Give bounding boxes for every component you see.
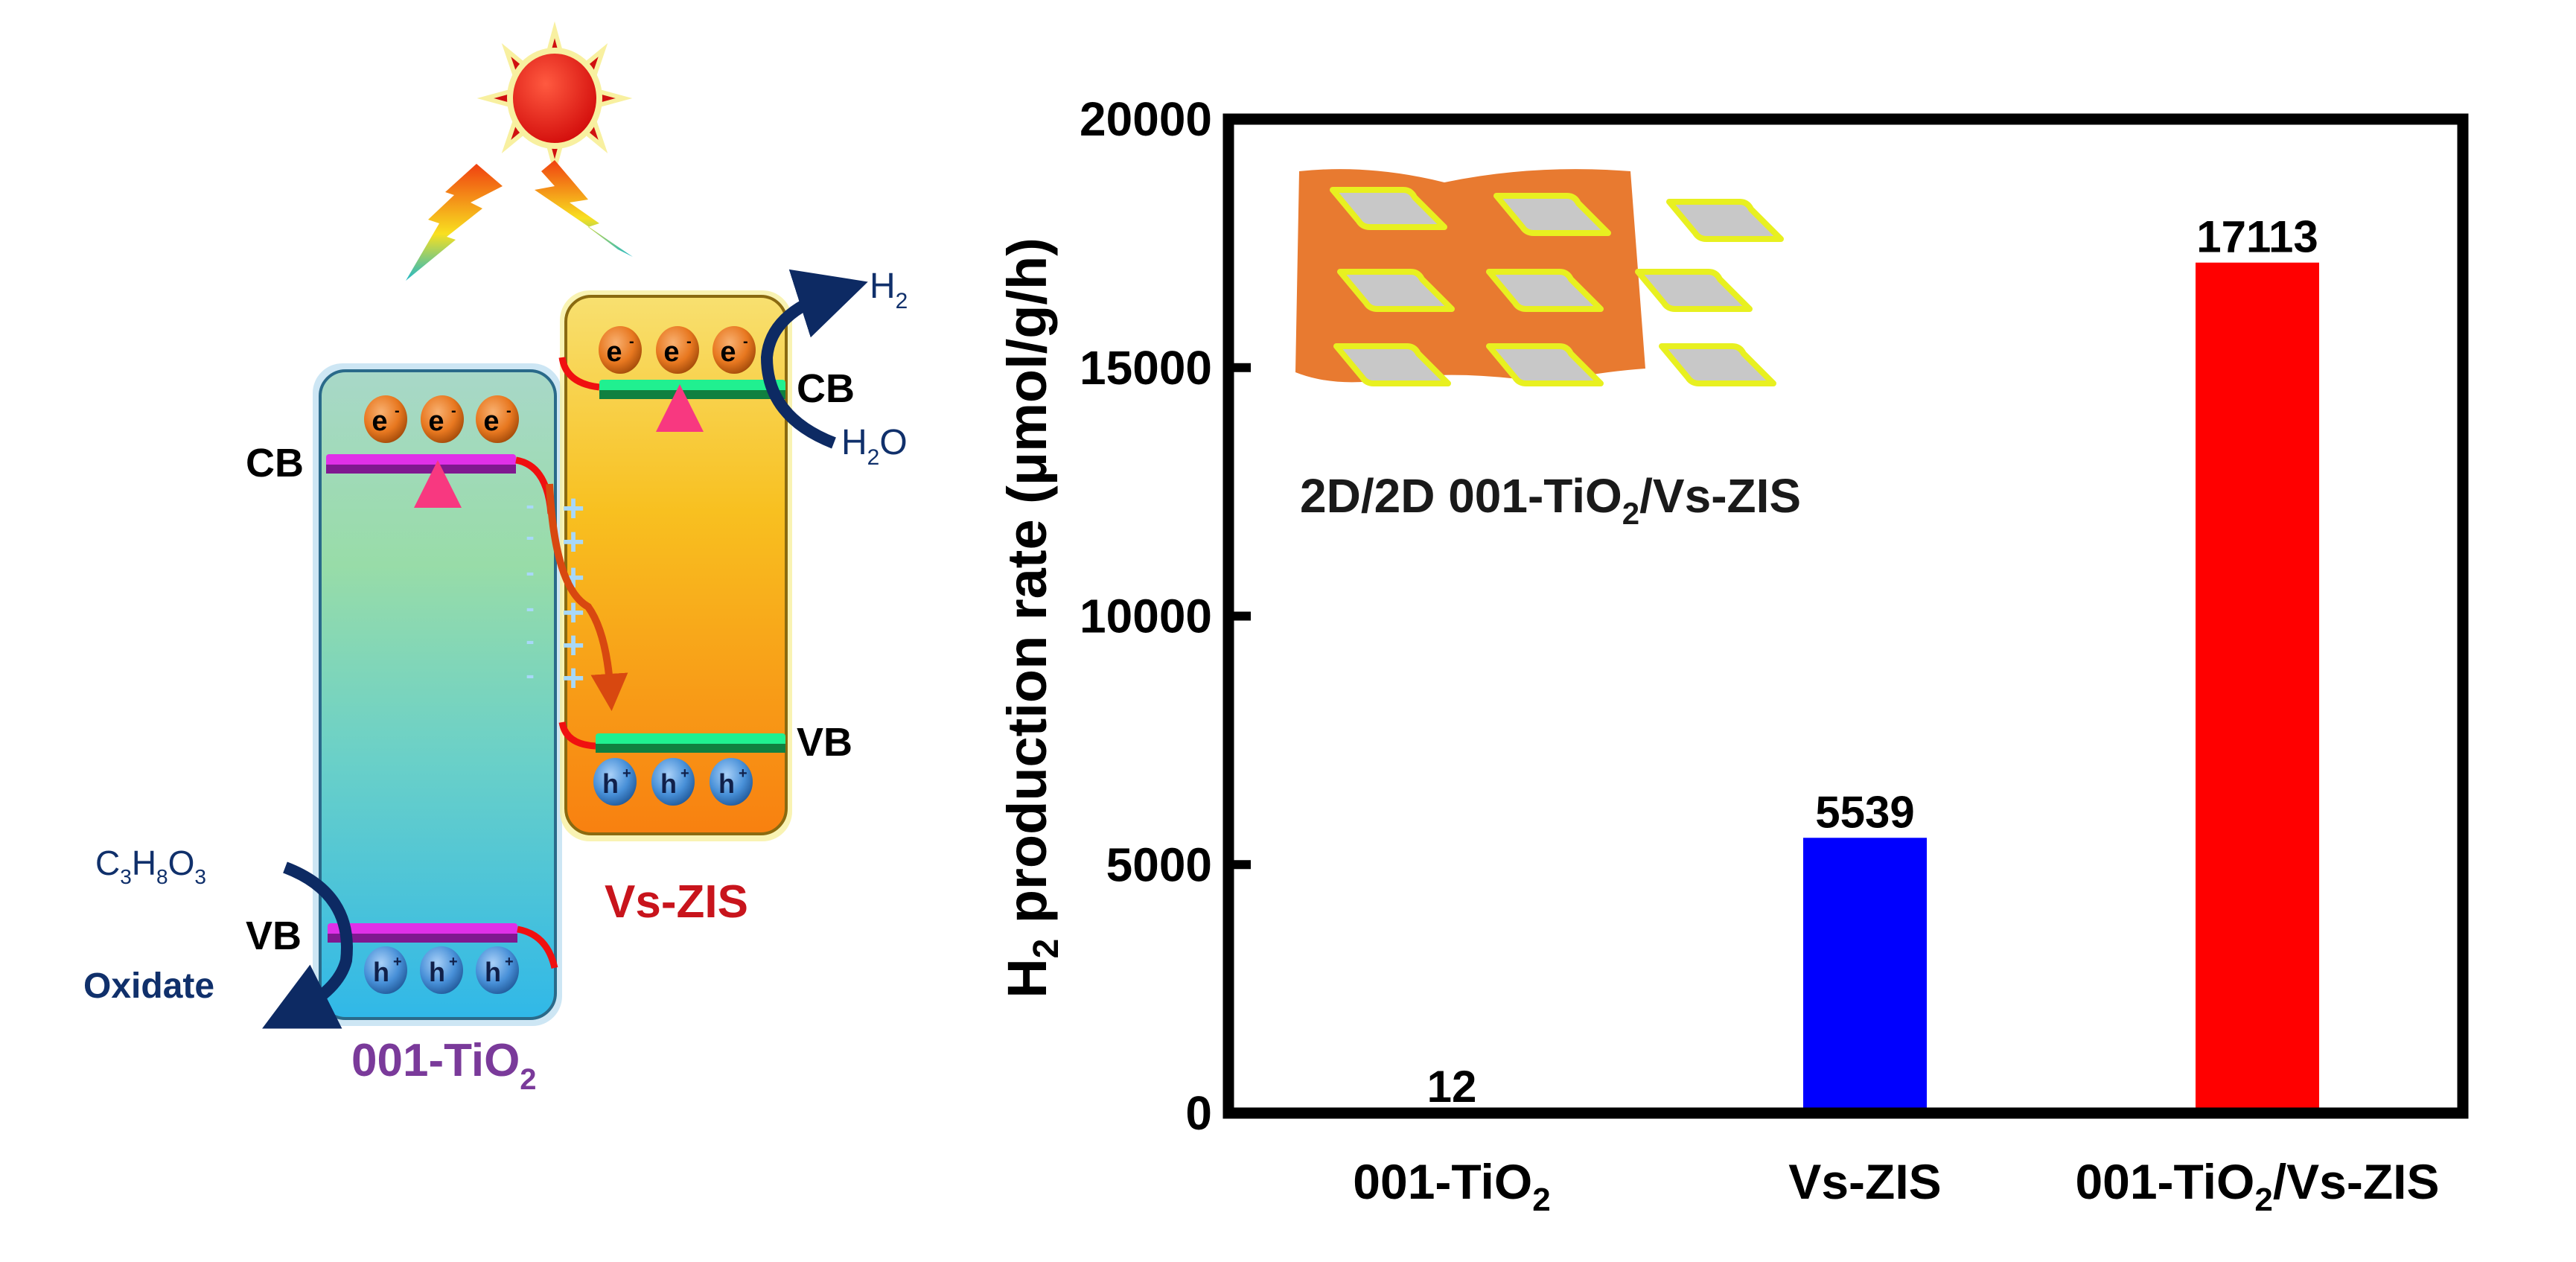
svg-text:-: - — [526, 627, 534, 655]
svg-text:-: - — [526, 558, 534, 587]
hole-icon: h + — [420, 946, 463, 994]
svg-text:-: - — [526, 661, 534, 689]
tio2-holes: h + h + h + — [364, 946, 519, 994]
tio2-platelet — [1486, 269, 1604, 312]
svg-text:e: e — [428, 406, 444, 437]
svg-text:e: e — [663, 337, 679, 368]
hole-icon: h + — [651, 758, 695, 806]
svg-text:e: e — [720, 337, 736, 368]
svg-text:h: h — [660, 768, 677, 799]
charge-transfer-arrow — [546, 483, 628, 711]
svg-text:+: + — [562, 624, 584, 667]
zis-holes: h + h + h + — [593, 758, 753, 806]
svg-text:e: e — [483, 406, 499, 437]
h2-product-label: H2 — [870, 267, 908, 313]
svg-text:+: + — [505, 954, 514, 970]
zis-cb-label: CB — [797, 366, 855, 411]
hole-icon: h + — [364, 946, 407, 994]
svg-text:+: + — [449, 954, 458, 970]
zis-material-label: Vs-ZIS — [605, 876, 748, 928]
bar-value-label: 17113 — [2196, 212, 2318, 262]
svg-text:-: - — [526, 523, 534, 551]
oxidate-label: Oxidate — [83, 966, 214, 1006]
tio2-platelet — [1330, 187, 1447, 230]
tio2-platelets — [1330, 187, 1784, 386]
svg-text:-: - — [686, 334, 692, 350]
svg-text:h: h — [373, 957, 389, 987]
bar-value-label: 5539 — [1815, 787, 1914, 837]
hole-icon: h + — [710, 758, 753, 806]
zis-vb-band-bending — [558, 721, 596, 750]
svg-text:-: - — [451, 403, 456, 419]
interface-charges: - - - - - - + + + + + + — [526, 487, 584, 700]
svg-text:-: - — [526, 594, 534, 622]
electron-icon: e- — [364, 395, 407, 443]
tio2-platelet — [1659, 343, 1776, 386]
light-bolt-icon — [535, 160, 633, 257]
y-tick-label: 10000 — [1080, 590, 1212, 643]
svg-text:+: + — [393, 954, 402, 970]
electron-icon: e- — [656, 326, 699, 374]
electron-icon: e- — [712, 326, 756, 374]
hole-icon: h + — [593, 758, 637, 806]
tio2-platelet — [1486, 343, 1604, 386]
y-tick-label: 15000 — [1080, 341, 1212, 395]
plot-frame — [1222, 113, 2469, 1119]
svg-text:-: - — [743, 334, 748, 350]
tio2-vb-label: VB — [246, 914, 302, 958]
h2o-reactant-label: H2O — [841, 423, 908, 470]
x-category-label: Vs-ZIS — [1788, 1154, 1941, 1209]
sun-icon — [476, 21, 633, 176]
light-bolt-icon — [406, 164, 503, 281]
svg-text:h: h — [602, 768, 619, 799]
x-category-label: 001-TiO2 — [1353, 1154, 1550, 1218]
svg-text:-: - — [395, 403, 400, 419]
svg-text:+: + — [680, 765, 689, 782]
tio2-platelet — [1337, 269, 1455, 312]
svg-text:h: h — [485, 957, 501, 987]
h2-production-bar-chart: H2 production rate (μmol/g/h) 2D/2D 001-… — [996, 92, 2469, 1218]
tio2-cb-label: CB — [246, 441, 304, 485]
bar-1 — [1803, 838, 1927, 1113]
tio2-platelet — [1635, 269, 1753, 312]
tio2-vb-band-bending — [517, 925, 558, 969]
svg-text:+: + — [562, 657, 584, 700]
glycerol-label: C3H8O3 — [95, 844, 206, 888]
bar-2 — [2196, 262, 2319, 1113]
svg-text:+: + — [739, 765, 747, 782]
zis-electrons: e- e- e- — [599, 326, 756, 374]
tio2-platelet — [1493, 193, 1611, 236]
tio2-platelet — [1666, 199, 1784, 242]
svg-text:h: h — [429, 957, 445, 987]
svg-text:+: + — [562, 520, 584, 564]
electron-icon: e- — [599, 326, 642, 374]
svg-text:e: e — [372, 406, 387, 437]
tio2-material-label: 001-TiO2 — [351, 1035, 537, 1096]
inset-heterostructure-illustration: 2D/2D 001-TiO2/Vs-ZIS — [1295, 169, 1801, 531]
band-structure-diagram: e- e- e- CB VB h + h + h + - - - - - - + + … — [83, 21, 908, 1096]
zis-vb-label: VB — [797, 720, 852, 765]
inset-caption: 2D/2D 001-TiO2/Vs-ZIS — [1300, 469, 1801, 531]
y-tick-label: 5000 — [1106, 838, 1212, 891]
electron-icon: e- — [476, 395, 519, 443]
y-tick-label: 20000 — [1080, 92, 1212, 146]
svg-text:-: - — [526, 491, 534, 520]
tio2-platelet — [1333, 343, 1451, 386]
x-category-label: 001-TiO2/Vs-ZIS — [2075, 1154, 2439, 1218]
tio2-electrons: e- e- e- — [364, 395, 519, 443]
svg-text:e: e — [606, 337, 622, 368]
hole-icon: h + — [476, 946, 519, 994]
svg-text:-: - — [629, 334, 634, 350]
electron-icon: e- — [421, 395, 464, 443]
water-reduction-arrow — [760, 269, 868, 449]
y-axis-title: H2 production rate (μmol/g/h) — [996, 238, 1066, 998]
y-tick-label: 0 — [1185, 1086, 1212, 1140]
glycerol-oxidation-arrow — [262, 861, 353, 1029]
svg-text:h: h — [718, 768, 735, 799]
svg-text:+: + — [622, 765, 631, 782]
zis-cb-band-bending — [558, 357, 600, 391]
svg-text:+: + — [562, 487, 584, 530]
bar-value-label: 12 — [1427, 1062, 1477, 1112]
svg-text:-: - — [506, 403, 511, 419]
